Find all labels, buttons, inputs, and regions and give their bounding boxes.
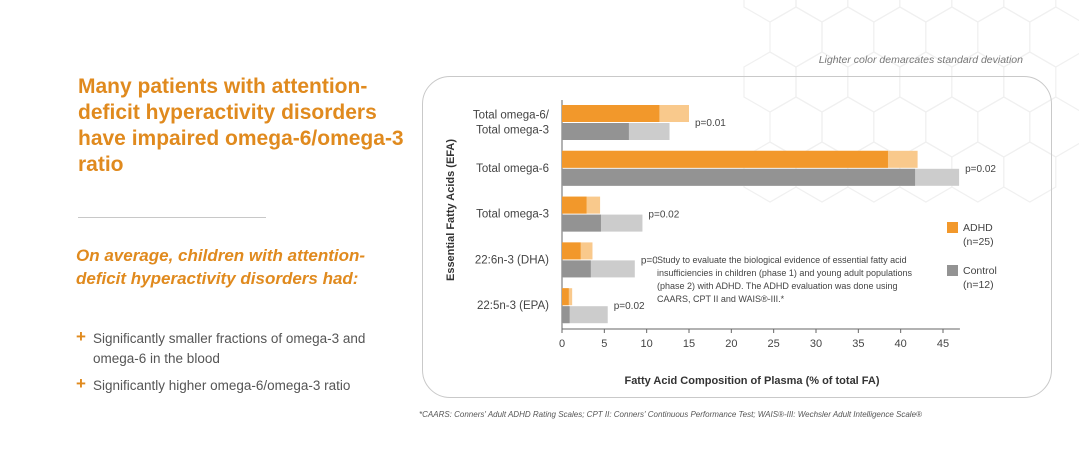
control-sd-bar (562, 306, 608, 324)
legend-label-adhd: ADHD (963, 222, 993, 234)
plus-icon: + (76, 327, 86, 346)
p-value-label: p=0.02 (648, 210, 679, 221)
control-bar (562, 214, 601, 232)
control-bar (562, 306, 570, 324)
adhd-bar (562, 288, 569, 306)
category-label: Total omega-3 (476, 209, 549, 221)
sd-note: Lighter color demarcates standard deviat… (818, 54, 1023, 66)
category-label: 22:6n-3 (DHA) (475, 254, 549, 266)
p-value-label: p=0.01 (695, 118, 726, 129)
chart-panel (422, 76, 1052, 398)
x-tick-label: 20 (725, 338, 737, 350)
p-value-label: p=0.02 (965, 164, 996, 175)
x-tick-label: 5 (601, 338, 607, 350)
x-tick-label: 10 (641, 338, 653, 350)
x-tick-label: 30 (810, 338, 822, 350)
plus-icon: + (76, 374, 86, 393)
control-bar (562, 260, 591, 278)
headline: Many patients with attention-deficit hyp… (78, 75, 404, 176)
x-tick-label: 45 (937, 338, 949, 350)
control-bar (562, 168, 916, 186)
legend-n-control: (n=12) (963, 279, 994, 291)
legend-swatch-adhd (947, 222, 958, 233)
study-description: Study to evaluate the biological evidenc… (657, 254, 927, 306)
category-label: Total omega-6 (476, 163, 549, 175)
x-axis-label: Fatty Acid Composition of Plasma (% of t… (624, 375, 879, 387)
adhd-bar (562, 196, 587, 214)
bullet-text: Significantly smaller fractions of omega… (93, 331, 366, 366)
x-tick-label: 35 (852, 338, 864, 350)
legend-n-adhd: (n=25) (963, 236, 994, 248)
p-value-label: p=0.02 (614, 301, 645, 312)
control-bar (562, 123, 629, 140)
category-label: Total omega-3 (476, 125, 549, 137)
legend-label-control: Control (963, 265, 997, 277)
bullet-text: Significantly higher omega-6/omega-3 rat… (93, 378, 351, 393)
p-value-label: p=0.00 (641, 255, 672, 266)
adhd-bar (562, 105, 660, 122)
x-tick-label: 40 (895, 338, 907, 350)
adhd-bar (562, 150, 888, 168)
divider (78, 217, 266, 218)
legend-swatch-control (947, 265, 958, 276)
category-label: 22:5n-3 (EPA) (477, 300, 549, 312)
x-tick-label: 25 (768, 338, 780, 350)
footnote: *CAARS: Conners' Adult ADHD Rating Scale… (419, 410, 922, 419)
x-tick-label: 0 (559, 338, 565, 350)
hexagon-shape (1003, 141, 1057, 203)
y-axis-label: Essential Fatty Acids (EFA) (445, 139, 457, 281)
adhd-bar (562, 242, 581, 260)
bullet-item: + Significantly higher omega-6/omega-3 r… (76, 374, 406, 396)
bullet-item: + Significantly smaller fractions of ome… (76, 327, 406, 369)
category-label: Total omega-6/ (473, 110, 550, 122)
subheadline: On average, children with attention-defi… (76, 246, 366, 288)
x-tick-label: 15 (683, 338, 695, 350)
